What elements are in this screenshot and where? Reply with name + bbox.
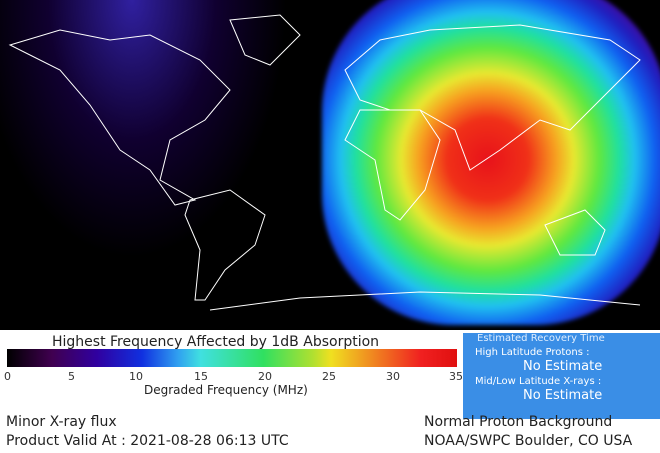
recovery-time-panel: Estimated Recovery Time High Latitude Pr…	[463, 333, 660, 419]
polar-absorption-region	[0, 0, 330, 330]
dayside-absorption-region	[322, 0, 660, 325]
xray-status: Minor X-ray flux	[6, 414, 117, 430]
proton-status: Normal Proton Background	[424, 414, 613, 430]
product-valid-time: Product Valid At : 2021-08-28 06:13 UTC	[6, 433, 289, 449]
tick-label: 10	[129, 370, 143, 383]
tick-label: 15	[194, 370, 208, 383]
tick-label: 20	[258, 370, 272, 383]
tick-label: 0	[4, 370, 11, 383]
tick-label: 35	[449, 370, 463, 383]
tick-label: 25	[322, 370, 336, 383]
colorbar	[7, 349, 457, 367]
recovery-title: Estimated Recovery Time	[477, 333, 605, 344]
high-latitude-value: No Estimate	[523, 359, 603, 374]
mid-latitude-label: Mid/Low Latitude X-rays :	[475, 376, 602, 387]
tick-label: 5	[68, 370, 75, 383]
absorption-map	[0, 0, 660, 330]
mid-latitude-value: No Estimate	[523, 388, 603, 403]
coastlines	[8, 14, 641, 311]
tick-label: 30	[386, 370, 400, 383]
colorbar-title: Highest Frequency Affected by 1dB Absorp…	[52, 334, 380, 350]
source-credit: NOAA/SWPC Boulder, CO USA	[424, 433, 633, 449]
high-latitude-label: High Latitude Protons :	[475, 347, 590, 358]
colorbar-axis-label: Degraded Frequency (MHz)	[144, 383, 308, 397]
